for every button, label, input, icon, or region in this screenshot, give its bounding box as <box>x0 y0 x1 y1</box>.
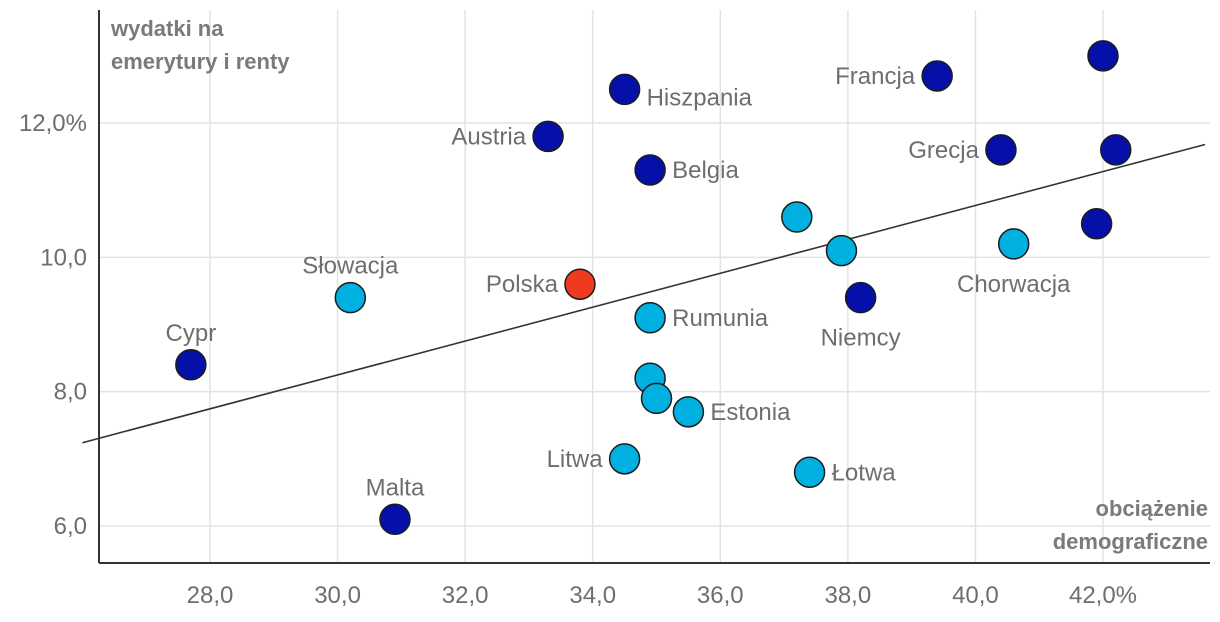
x-tick-label: 42,0% <box>1069 582 1137 609</box>
x-tick-label: 32,0 <box>442 582 489 609</box>
x-axis-title: obciążenie demograficzne <box>1053 496 1208 554</box>
point-unlabeled <box>640 382 673 415</box>
point-grecja <box>985 134 1017 166</box>
label-chorwacja: Chorwacja <box>957 271 1071 298</box>
y-tick-label: 12,0% <box>19 110 87 137</box>
point-labels: Cypr Słowacja Malta Austria Polska Hiszpania L… <box>166 63 1072 501</box>
x-tick-label: 38,0 <box>824 582 871 609</box>
point-unlabeled <box>1080 208 1113 240</box>
label-hiszpania: Hiszpania <box>647 84 753 111</box>
label-lotwa: Łotwa <box>832 459 897 486</box>
point-chorwacja <box>997 228 1030 260</box>
x-axis-title-line-2: demograficzne <box>1053 529 1208 554</box>
x-tick-label: 28,0 <box>187 582 234 609</box>
point-unlabeled <box>781 201 813 233</box>
point-polska <box>564 268 596 300</box>
point-francja <box>921 60 953 92</box>
label-polska: Polska <box>486 271 559 298</box>
point-belgia <box>634 154 666 186</box>
y-axis-title-line-2: emerytury i renty <box>111 49 290 74</box>
y-axis-title: wydatki na emerytury i renty <box>110 16 290 74</box>
x-tick-label: 34,0 <box>569 582 616 609</box>
label-austria: Austria <box>451 123 526 150</box>
point-estonia <box>672 396 705 428</box>
label-litwa: Litwa <box>547 446 604 473</box>
label-belgia: Belgia <box>672 157 739 184</box>
label-slowacja: Słowacja <box>302 253 399 280</box>
trendline-group <box>82 143 1206 444</box>
point-lotwa <box>793 456 826 489</box>
point-unlabeled <box>825 234 858 267</box>
y-axis-title-line-1: wydatki na <box>110 16 224 41</box>
point-unlabeled <box>1087 40 1119 72</box>
point-unlabeled <box>1100 134 1132 166</box>
point-austria <box>532 120 564 153</box>
point-litwa <box>608 443 641 475</box>
x-tick-label: 30,0 <box>314 582 361 609</box>
label-francja: Francja <box>835 63 916 90</box>
y-tick-label: 8,0 <box>54 379 87 406</box>
x-tick-label: 40,0 <box>952 582 999 609</box>
axes <box>98 10 1210 564</box>
label-rumunia: Rumunia <box>672 305 769 332</box>
point-hiszpania <box>608 73 641 106</box>
point-rumunia <box>634 302 666 334</box>
x-tick-label: 36,0 <box>697 582 744 609</box>
tick-labels: 28,0 30,0 32,0 34,0 36,0 38,0 40,0 42,0% 6,0 8,0 1… <box>19 110 1137 609</box>
point-niemcy <box>844 281 877 314</box>
label-grecja: Grecja <box>908 137 979 164</box>
trendline <box>82 143 1206 444</box>
grid <box>99 10 1210 563</box>
y-tick-label: 6,0 <box>54 513 87 540</box>
data-points <box>175 40 1132 536</box>
label-estonia: Estonia <box>710 399 791 426</box>
point-slowacja <box>334 281 367 314</box>
point-malta <box>379 503 411 536</box>
label-niemcy: Niemcy <box>821 325 901 352</box>
x-axis-title-line-1: obciążenie <box>1096 496 1208 521</box>
point-cypr <box>175 349 207 381</box>
label-malta: Malta <box>366 474 425 501</box>
label-cypr: Cypr <box>166 320 217 347</box>
y-tick-label: 10,0 <box>40 244 87 271</box>
